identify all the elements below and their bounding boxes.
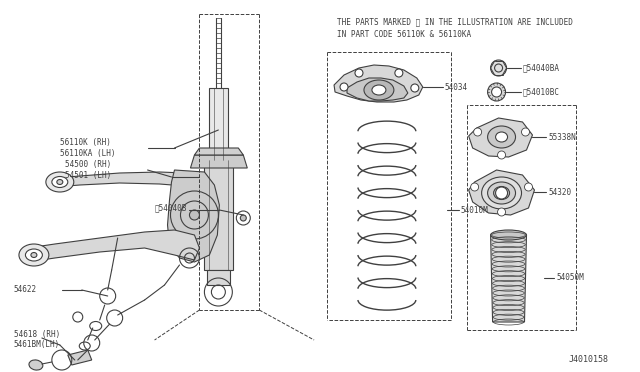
- Polygon shape: [204, 160, 234, 270]
- Polygon shape: [207, 270, 230, 285]
- Ellipse shape: [31, 253, 37, 257]
- Circle shape: [497, 151, 506, 159]
- Text: 54010M: 54010M: [461, 205, 488, 215]
- Text: 54501 (LH): 54501 (LH): [65, 170, 111, 180]
- Polygon shape: [168, 170, 220, 262]
- Polygon shape: [334, 65, 423, 102]
- Circle shape: [240, 215, 246, 221]
- Polygon shape: [468, 118, 532, 157]
- Ellipse shape: [488, 182, 516, 204]
- Text: J4010158: J4010158: [568, 356, 608, 365]
- Polygon shape: [55, 172, 204, 190]
- Circle shape: [522, 128, 529, 136]
- Ellipse shape: [488, 126, 516, 148]
- Polygon shape: [191, 155, 247, 168]
- Ellipse shape: [46, 172, 74, 192]
- Text: 54050M: 54050M: [556, 273, 584, 282]
- Circle shape: [395, 69, 403, 77]
- Circle shape: [488, 83, 506, 101]
- Text: 54500 (RH): 54500 (RH): [65, 160, 111, 169]
- Ellipse shape: [90, 321, 102, 330]
- Circle shape: [525, 183, 532, 191]
- Polygon shape: [195, 148, 243, 155]
- Text: 54034: 54034: [445, 83, 468, 92]
- Circle shape: [474, 128, 482, 136]
- Polygon shape: [209, 88, 228, 160]
- Polygon shape: [491, 235, 527, 322]
- Polygon shape: [468, 170, 534, 215]
- Ellipse shape: [495, 132, 508, 142]
- Text: 5461BM(LH): 5461BM(LH): [14, 340, 60, 350]
- Ellipse shape: [493, 186, 509, 199]
- Circle shape: [73, 312, 83, 322]
- Ellipse shape: [482, 177, 522, 209]
- Circle shape: [189, 210, 200, 220]
- Circle shape: [492, 87, 502, 97]
- Text: 54618 (RH): 54618 (RH): [14, 330, 60, 339]
- Polygon shape: [68, 350, 92, 365]
- Ellipse shape: [364, 80, 394, 100]
- Polygon shape: [347, 78, 408, 101]
- Polygon shape: [28, 230, 200, 262]
- Circle shape: [491, 60, 506, 76]
- Circle shape: [497, 208, 506, 216]
- Text: 56110K (RH): 56110K (RH): [60, 138, 111, 147]
- Text: ※54040BA: ※54040BA: [522, 64, 559, 73]
- Circle shape: [470, 183, 479, 191]
- Ellipse shape: [26, 249, 42, 261]
- Text: ※54010BC: ※54010BC: [522, 87, 559, 96]
- Ellipse shape: [372, 85, 386, 95]
- Text: IN PART CODE 56110K & 56110KA: IN PART CODE 56110K & 56110KA: [337, 29, 471, 38]
- Ellipse shape: [29, 360, 43, 370]
- Circle shape: [340, 83, 348, 91]
- Text: ※54040B: ※54040B: [154, 203, 187, 212]
- Circle shape: [411, 84, 419, 92]
- Ellipse shape: [79, 342, 90, 350]
- Ellipse shape: [19, 244, 49, 266]
- Text: 56110KA (LH): 56110KA (LH): [60, 148, 115, 157]
- Text: 54622: 54622: [14, 285, 37, 295]
- Ellipse shape: [57, 180, 63, 185]
- Circle shape: [355, 69, 363, 77]
- Text: 55338N: 55338N: [548, 132, 576, 141]
- Ellipse shape: [491, 230, 527, 240]
- Text: 54320: 54320: [548, 187, 572, 196]
- Circle shape: [495, 187, 508, 199]
- Ellipse shape: [52, 176, 68, 187]
- Text: THE PARTS MARKED ※ IN THE ILLUSTRATION ARE INCLUDED: THE PARTS MARKED ※ IN THE ILLUSTRATION A…: [337, 17, 573, 26]
